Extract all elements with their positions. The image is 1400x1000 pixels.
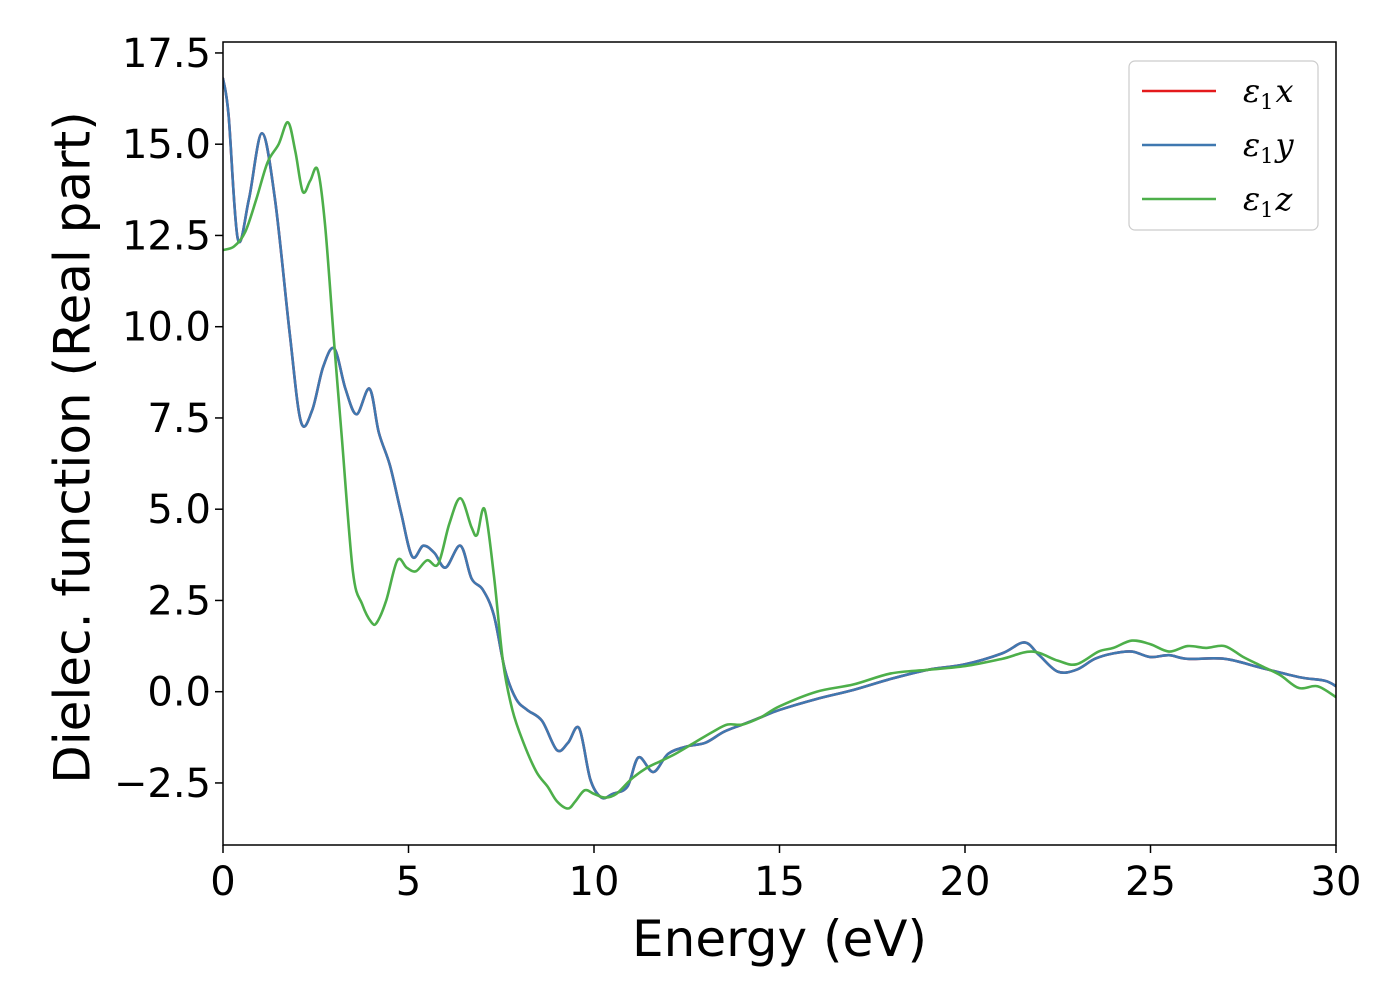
legend-label: ε1x [1243, 72, 1294, 114]
x-axis-label: Energy (eV) [632, 910, 927, 968]
legend-label: ε1y [1243, 126, 1295, 168]
series-line-y [223, 77, 1336, 800]
x-tick-label: 0 [210, 859, 235, 905]
y-tick-label: 17.5 [122, 31, 211, 77]
y-tick-label: −2.5 [114, 761, 211, 807]
y-tick-label: 15.0 [122, 122, 211, 168]
x-tick-label: 25 [1125, 859, 1176, 905]
y-tick-label: 2.5 [147, 578, 211, 624]
series-line-z [223, 120, 1336, 810]
y-tick-label: 10.0 [122, 305, 211, 351]
legend-epsilon: ε [1243, 126, 1260, 164]
series-layer [223, 77, 1336, 810]
x-tick-label: 30 [1311, 859, 1362, 905]
y-tick-label: 0.0 [147, 670, 211, 716]
x-tick-label: 10 [569, 859, 620, 905]
legend-item-x: ε1x [1142, 72, 1294, 114]
x-tick-label: 20 [940, 859, 991, 905]
legend-subscript: 1 [1260, 198, 1273, 222]
legend-component: z [1275, 180, 1294, 218]
y-tick-label: 5.0 [147, 487, 211, 533]
legend-label: ε1z [1243, 180, 1294, 222]
legend-subscript: 1 [1260, 144, 1273, 168]
legend-box [1128, 60, 1319, 231]
x-tick-label: 15 [754, 859, 805, 905]
x-tick-label: 5 [396, 859, 421, 905]
legend-component: x [1276, 72, 1294, 110]
legend-item-y: ε1y [1142, 126, 1295, 168]
legend-component: y [1274, 126, 1295, 164]
y-axis-label: Dielec. function (Real part) [44, 111, 102, 783]
y-tick-label: 7.5 [147, 396, 211, 442]
legend-epsilon: ε [1243, 180, 1260, 218]
legend-item-z: ε1z [1142, 180, 1294, 222]
tick-layer: 0 5 10 15 20 25 30 −2.5 0.0 2.5 5.0 7.5 10.0 12.5 15.0… [114, 31, 1362, 905]
legend-subscript: 1 [1260, 90, 1273, 114]
y-tick-label: 12.5 [122, 213, 211, 259]
legend-epsilon: ε [1243, 72, 1260, 110]
